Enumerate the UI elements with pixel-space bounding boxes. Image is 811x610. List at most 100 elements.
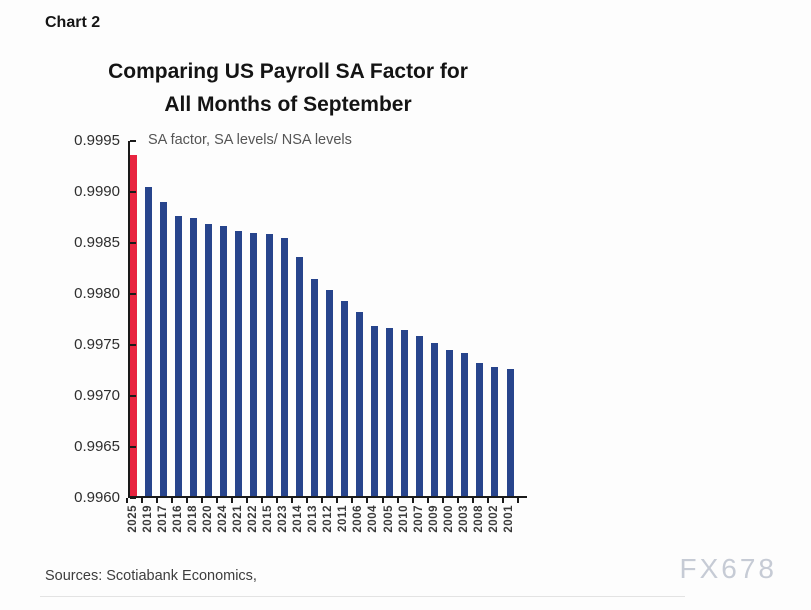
x-axis-tick [230, 498, 233, 503]
bar-2002 [491, 367, 499, 496]
bar-2006 [355, 312, 363, 496]
x-axis-label-2009: 2009 [427, 505, 440, 533]
x-axis-tick [486, 498, 489, 503]
x-axis-tick [471, 498, 474, 503]
x-axis-tick [441, 498, 444, 503]
bar-2013 [310, 278, 318, 496]
x-axis-label-2003: 2003 [457, 505, 470, 533]
bar-2017 [160, 201, 168, 496]
x-axis-label-2021: 2021 [231, 505, 244, 533]
y-axis-tick [130, 344, 136, 346]
bar-2004 [370, 325, 378, 496]
y-axis-label-0.9990: 0.9990 [74, 183, 120, 200]
bar-2001 [506, 369, 514, 496]
bar-2016 [175, 216, 183, 496]
x-axis-tick [381, 498, 384, 503]
bar-2023 [280, 238, 288, 496]
y-axis-tick [130, 497, 136, 499]
x-axis-tick [170, 498, 173, 503]
x-axis-label-2000: 2000 [442, 505, 455, 533]
y-axis-line [128, 141, 130, 498]
y-axis-label-0.9960: 0.9960 [74, 489, 120, 506]
x-axis-tick [245, 498, 248, 503]
x-axis-tick [306, 498, 309, 503]
x-axis-label-2014: 2014 [292, 505, 305, 533]
x-axis-tick [291, 498, 294, 503]
y-axis-label-0.9975: 0.9975 [74, 336, 120, 353]
chart-number-label: Chart 2 [45, 14, 101, 31]
x-axis-label-2019: 2019 [141, 505, 154, 533]
x-axis-label-2010: 2010 [397, 505, 410, 533]
x-axis-tick [502, 498, 504, 503]
x-axis-label-2012: 2012 [322, 505, 335, 533]
x-axis-label-2016: 2016 [171, 505, 184, 533]
plot-area [130, 141, 526, 496]
x-axis-tick [276, 498, 279, 503]
x-axis-label-2015: 2015 [262, 505, 275, 533]
bar-2011 [340, 301, 348, 496]
x-axis-label-2005: 2005 [382, 505, 395, 533]
x-axis-tick [456, 498, 459, 503]
bar-2000 [446, 349, 454, 496]
x-axis-tick [336, 498, 339, 503]
x-axis-tick [200, 498, 203, 503]
y-axis-tick [130, 395, 136, 397]
x-axis-label-2002: 2002 [487, 505, 500, 533]
chart-title-line-2: All Months of September [164, 93, 412, 116]
bar-2003 [461, 353, 469, 496]
x-axis-tick [517, 498, 520, 503]
x-axis-label-2020: 2020 [201, 505, 214, 533]
x-axis-label-2007: 2007 [412, 505, 425, 533]
bar-2009 [431, 342, 439, 496]
x-axis-label-2018: 2018 [186, 505, 199, 533]
x-axis-tick [261, 498, 264, 503]
bar-2020 [205, 224, 213, 496]
x-axis-tick [140, 498, 143, 503]
x-axis-label-2011: 2011 [337, 505, 350, 532]
y-axis-tick [130, 293, 136, 295]
bar-2005 [386, 327, 394, 496]
x-axis-label-2024: 2024 [216, 505, 229, 533]
y-axis-tick [130, 446, 136, 448]
bar-2022 [250, 233, 258, 496]
bar-2021 [235, 231, 243, 496]
bar-2010 [401, 329, 409, 496]
x-axis-line [128, 496, 527, 498]
y-axis-label-0.9985: 0.9985 [74, 234, 120, 251]
x-axis-label-2017: 2017 [156, 505, 169, 533]
watermark: FX678 [679, 553, 777, 584]
x-axis-tick [215, 498, 218, 503]
bar-2007 [416, 335, 424, 496]
x-axis-tick [411, 498, 414, 503]
bottom-divider [40, 596, 685, 597]
x-axis-label-2023: 2023 [277, 505, 290, 533]
x-axis-label-2004: 2004 [367, 505, 380, 533]
x-axis-label-2001: 2001 [503, 505, 515, 533]
bar-2012 [325, 290, 333, 496]
y-axis-tick [130, 140, 136, 142]
x-axis-tick [185, 498, 188, 503]
x-axis-label-2008: 2008 [472, 505, 485, 533]
y-axis-label-0.9995: 0.9995 [74, 132, 120, 149]
y-axis-tick [130, 191, 136, 193]
y-axis-label-0.9970: 0.9970 [74, 387, 120, 404]
bar-2024 [220, 226, 228, 496]
chart-subtitle: SA factor, SA levels/ NSA levels [148, 132, 352, 148]
y-axis-tick [130, 242, 136, 244]
x-axis-label-2022: 2022 [246, 505, 259, 533]
x-axis-tick [396, 498, 399, 503]
x-axis-tick [426, 498, 429, 503]
x-axis-tick [155, 498, 158, 503]
y-axis-label-0.9965: 0.9965 [74, 438, 120, 455]
chart-title-line-1: Comparing US Payroll SA Factor for [108, 60, 468, 83]
x-axis-label-2006: 2006 [352, 505, 365, 533]
y-axis-label-0.9980: 0.9980 [74, 285, 120, 302]
x-axis-label-2013: 2013 [307, 505, 320, 533]
bar-2019 [145, 186, 153, 496]
bar-2018 [190, 218, 198, 496]
chart-title: Comparing US Payroll SA Factor for All M… [58, 55, 518, 121]
x-axis-tick [351, 498, 354, 503]
x-axis-label-2025: 2025 [126, 505, 139, 533]
x-axis-tick [321, 498, 324, 503]
